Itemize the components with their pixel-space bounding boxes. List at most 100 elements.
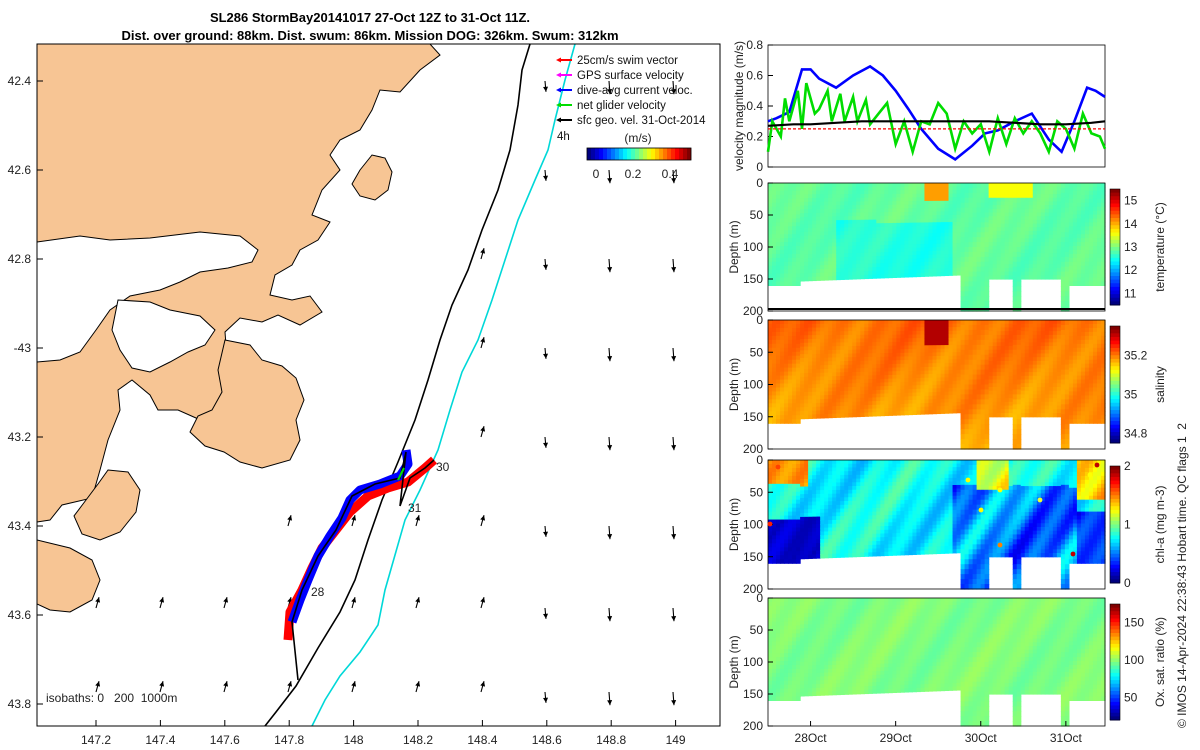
sfc-velocity-arrowhead — [223, 597, 229, 603]
section-cell — [948, 246, 954, 252]
section-cell — [964, 389, 970, 396]
section-cell — [784, 222, 789, 227]
section-cell — [820, 402, 825, 408]
section-cell — [788, 403, 793, 408]
section-cell — [1028, 223, 1034, 228]
lon-tick-label: 147.4 — [145, 733, 175, 747]
section-cell — [1016, 247, 1022, 253]
section-cell — [832, 364, 837, 370]
section-cell — [864, 190, 869, 195]
section-cell — [1000, 390, 1006, 396]
section-cell — [956, 186, 962, 191]
section-cell — [956, 405, 962, 410]
section-cell — [1052, 342, 1058, 347]
section-cell — [792, 242, 797, 247]
section-cell — [876, 212, 881, 217]
section-cell — [864, 408, 869, 414]
section-cell — [912, 190, 918, 195]
section-cell — [796, 383, 801, 389]
net-glider-velocity — [397, 467, 405, 481]
section-cell — [1088, 407, 1094, 412]
section-cell — [800, 235, 805, 241]
section-cell — [928, 222, 934, 227]
section-cell — [832, 194, 837, 199]
section-cell — [944, 337, 950, 343]
section-cell — [1100, 323, 1106, 329]
section-cell — [828, 209, 833, 214]
section-cell — [852, 401, 857, 407]
section-cell — [964, 242, 970, 248]
section-cell — [824, 201, 829, 206]
section-cell — [852, 409, 857, 414]
section-cell — [780, 218, 785, 223]
section-cell — [864, 375, 869, 380]
section-cell — [1024, 205, 1030, 210]
section-cell — [856, 256, 861, 261]
section-cell — [1052, 190, 1058, 195]
section-colorbar-cell — [1110, 435, 1120, 440]
section-cell — [1056, 409, 1062, 414]
section-cell — [996, 212, 1002, 217]
section-cell — [1028, 360, 1034, 366]
section-cell — [868, 245, 873, 250]
section-cell — [800, 194, 805, 199]
section-cell — [768, 234, 773, 239]
section-cell — [1064, 281, 1070, 287]
section-cell — [904, 411, 910, 416]
section-cell — [796, 483, 801, 489]
section-cell — [952, 369, 958, 375]
section-cell — [856, 275, 861, 280]
section-cell — [844, 338, 849, 343]
section-cell — [860, 375, 865, 380]
section-cell — [892, 259, 897, 264]
section-cell — [840, 342, 845, 347]
section-cell — [1036, 275, 1042, 280]
section-cell — [872, 382, 877, 387]
section-cell — [804, 513, 809, 518]
section-cell — [992, 372, 998, 377]
section-cell — [1068, 257, 1074, 263]
section-cell — [1056, 245, 1062, 251]
section-cell — [952, 352, 958, 357]
section-cell — [832, 209, 837, 214]
section-cell — [984, 212, 990, 219]
section-cell — [804, 373, 809, 378]
section-cell — [1008, 264, 1014, 269]
section-cell — [1008, 320, 1014, 325]
section-cell — [840, 361, 845, 366]
section-cell — [936, 229, 942, 234]
section-cell — [940, 337, 946, 343]
section-cell — [900, 255, 905, 260]
section-cell — [1052, 197, 1058, 203]
section-cell — [1080, 327, 1086, 333]
section-cell — [1032, 253, 1038, 258]
section-cell — [908, 247, 914, 253]
section-cell — [832, 394, 837, 400]
section-cell — [804, 261, 809, 267]
section-cell — [792, 281, 797, 286]
section-cell — [788, 379, 793, 385]
section-cell — [808, 528, 813, 533]
section-cell — [800, 471, 805, 476]
section-cell — [1092, 415, 1098, 420]
section-cell — [884, 201, 889, 206]
section-cell — [804, 342, 809, 348]
section-cell — [1036, 194, 1042, 199]
section-cell — [880, 334, 885, 339]
section-cell — [992, 331, 998, 336]
section-cell — [868, 190, 873, 195]
section-cell — [840, 383, 845, 388]
section-cell — [968, 256, 974, 263]
section-cell — [860, 390, 865, 395]
section-cell — [832, 190, 837, 195]
legend-arrowhead-swim — [556, 57, 561, 63]
section-cell — [868, 397, 873, 402]
legend-label-swim: 25cm/s swim vector — [577, 55, 678, 67]
section-cell — [960, 281, 966, 287]
section-cell — [952, 384, 958, 389]
section-cell — [916, 197, 922, 202]
section-cell — [1012, 192, 1018, 199]
section-cell — [872, 342, 877, 347]
section-cell — [812, 372, 817, 378]
section-cell — [784, 471, 789, 477]
